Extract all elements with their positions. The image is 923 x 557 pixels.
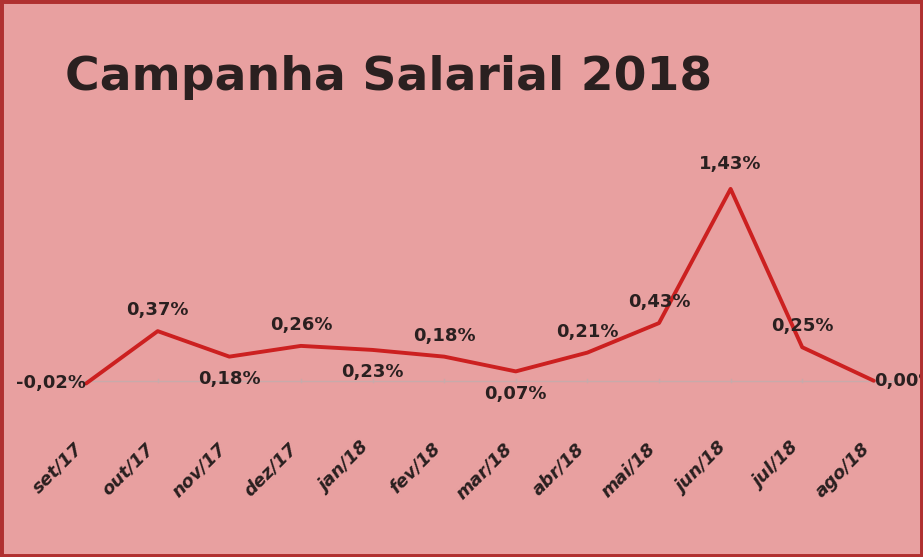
Text: 0,07%: 0,07% (485, 385, 547, 403)
Text: 0,00%: 0,00% (874, 372, 923, 390)
Text: -0,02%: -0,02% (16, 374, 86, 393)
Text: Campanha Salarial 2018: Campanha Salarial 2018 (65, 55, 712, 100)
Text: 0,23%: 0,23% (342, 363, 403, 382)
Text: 0,25%: 0,25% (771, 317, 833, 335)
Text: 1,43%: 1,43% (700, 155, 761, 173)
Text: 0,26%: 0,26% (270, 316, 332, 334)
Text: 0,18%: 0,18% (198, 370, 260, 388)
Text: 0,18%: 0,18% (413, 326, 475, 345)
Text: 0,43%: 0,43% (628, 293, 690, 311)
Text: 0,37%: 0,37% (126, 301, 189, 319)
Text: 0,21%: 0,21% (557, 323, 618, 340)
